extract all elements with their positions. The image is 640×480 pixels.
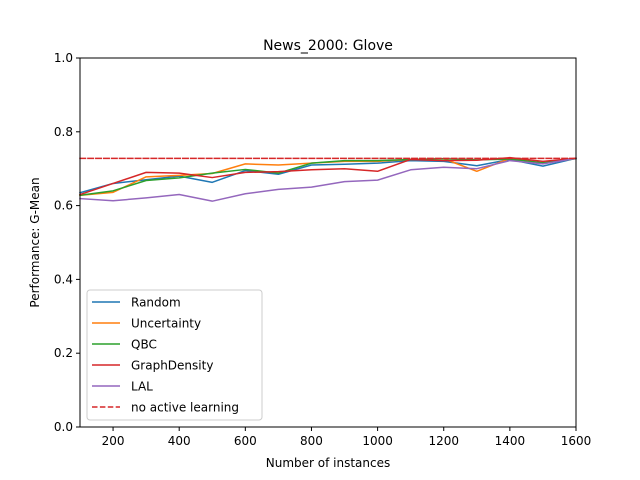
x-tick-label: 1600 <box>561 434 592 448</box>
legend: Random Uncertainty QBC GraphDensity LAL no ac… <box>86 289 263 421</box>
y-axis-label: Performance: G-Mean <box>28 177 42 307</box>
x-tick-label: 600 <box>234 434 257 448</box>
legend-label-qbc: QBC <box>131 338 157 352</box>
chart-title: News_2000: Glove <box>263 38 393 54</box>
axis-ticks: 200 400 600 800 1000 1200 1400 1600 0.0 0.2 0.4 0.6… <box>54 51 591 448</box>
plot-frame <box>79 57 577 428</box>
y-tick-label: 0.0 <box>54 420 73 434</box>
legend-box <box>86 289 263 421</box>
y-tick-label: 0.8 <box>54 125 73 139</box>
x-axis-label: Number of instances <box>266 456 391 470</box>
legend-label-graphdensity: GraphDensity <box>131 359 213 373</box>
x-tick-label: 200 <box>102 434 125 448</box>
series-layer <box>79 156 577 202</box>
y-tick-label: 1.0 <box>54 51 73 65</box>
x-tick-label: 1200 <box>428 434 459 448</box>
legend-label-lal: LAL <box>131 380 153 394</box>
x-tick-label: 800 <box>300 434 323 448</box>
series-line-random <box>79 157 577 194</box>
y-tick-label: 0.2 <box>54 346 73 360</box>
legend-label-uncertainty: Uncertainty <box>131 317 201 331</box>
y-tick-label: 0.6 <box>54 199 73 213</box>
x-tick-label: 1000 <box>362 434 393 448</box>
x-tick-label: 1400 <box>495 434 526 448</box>
x-tick-label: 400 <box>168 434 191 448</box>
legend-label-random: Random <box>131 296 181 310</box>
legend-label-no-active-learning: no active learning <box>131 401 239 415</box>
series-line-lal <box>79 157 577 202</box>
y-tick-label: 0.4 <box>54 272 73 286</box>
